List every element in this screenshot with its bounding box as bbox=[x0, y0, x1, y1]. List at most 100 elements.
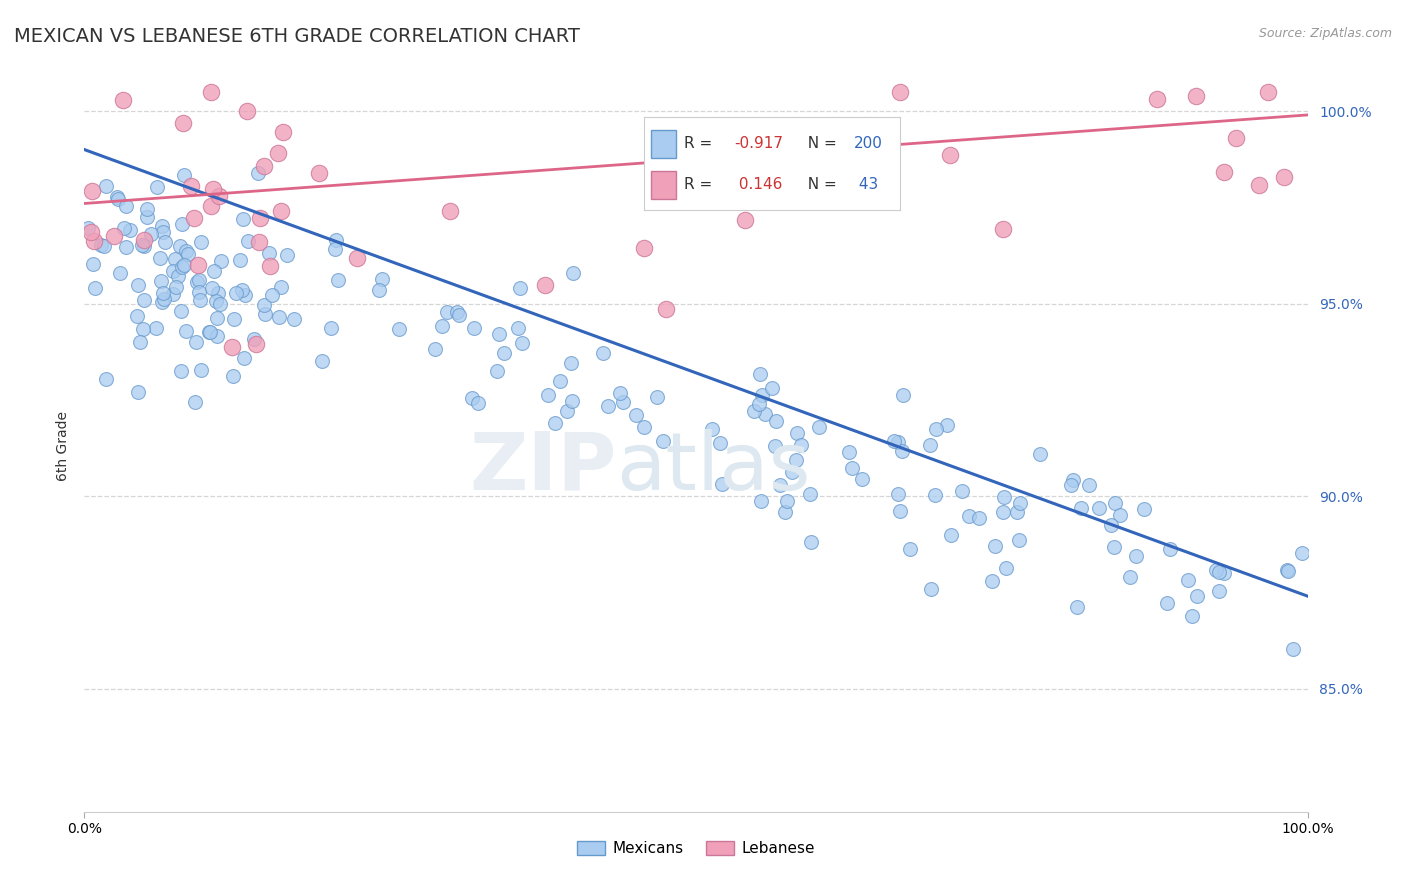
Point bbox=[174, 244, 197, 258]
Point bbox=[1291, 546, 1313, 560]
Point bbox=[633, 241, 655, 255]
Point bbox=[308, 166, 330, 180]
Point bbox=[259, 259, 281, 273]
Point bbox=[110, 266, 132, 280]
Point bbox=[170, 304, 193, 318]
Point bbox=[1277, 564, 1299, 578]
Point bbox=[127, 278, 149, 293]
Point bbox=[920, 438, 942, 452]
Point bbox=[388, 321, 411, 335]
Text: N =: N = bbox=[799, 177, 842, 192]
Point bbox=[249, 211, 271, 226]
Text: -0.917: -0.917 bbox=[734, 136, 783, 151]
Point bbox=[190, 363, 212, 377]
Point bbox=[165, 280, 187, 294]
Point bbox=[201, 281, 224, 295]
Point bbox=[254, 307, 277, 321]
Point bbox=[162, 264, 184, 278]
Point bbox=[749, 494, 772, 508]
Point bbox=[80, 225, 103, 239]
Point bbox=[898, 541, 921, 556]
Point bbox=[183, 211, 205, 225]
Point bbox=[229, 252, 252, 267]
Point bbox=[744, 403, 766, 417]
Point bbox=[152, 225, 174, 239]
Point bbox=[1205, 563, 1227, 577]
Point bbox=[1062, 473, 1084, 487]
Point bbox=[785, 453, 807, 467]
Point bbox=[446, 305, 468, 319]
Point bbox=[319, 320, 342, 334]
Point bbox=[253, 159, 276, 173]
Point bbox=[633, 419, 655, 434]
Point bbox=[924, 488, 946, 502]
Point bbox=[132, 239, 155, 253]
Point bbox=[146, 179, 169, 194]
Point bbox=[162, 286, 184, 301]
Point bbox=[1257, 85, 1279, 99]
Point bbox=[152, 219, 174, 233]
Point bbox=[808, 420, 831, 434]
Point bbox=[245, 336, 267, 351]
Point bbox=[463, 321, 485, 335]
Point bbox=[1159, 542, 1181, 557]
Point bbox=[1277, 563, 1299, 577]
Text: R =: R = bbox=[683, 136, 717, 151]
Point bbox=[645, 185, 668, 199]
Point bbox=[209, 254, 232, 268]
Point bbox=[170, 260, 193, 274]
Point bbox=[780, 465, 803, 479]
Point bbox=[651, 434, 673, 449]
Point bbox=[190, 235, 212, 249]
Point bbox=[883, 434, 905, 448]
Point bbox=[270, 203, 292, 218]
Point bbox=[1213, 566, 1236, 581]
Point bbox=[1177, 573, 1199, 587]
Point bbox=[1185, 88, 1208, 103]
FancyBboxPatch shape bbox=[651, 130, 676, 158]
Point bbox=[233, 288, 256, 302]
Point bbox=[115, 199, 138, 213]
Point bbox=[790, 438, 813, 452]
Point bbox=[132, 293, 155, 307]
Point bbox=[368, 283, 391, 297]
Point bbox=[592, 345, 614, 359]
Point bbox=[1102, 541, 1125, 555]
Point bbox=[467, 395, 489, 409]
Point bbox=[325, 233, 347, 247]
Point bbox=[748, 397, 770, 411]
Point bbox=[786, 426, 808, 441]
Point bbox=[270, 280, 292, 294]
Point bbox=[488, 326, 510, 341]
Point bbox=[891, 388, 914, 402]
Point bbox=[187, 272, 209, 286]
Point bbox=[624, 408, 647, 422]
Point bbox=[328, 273, 350, 287]
Point bbox=[125, 310, 148, 324]
Point bbox=[205, 293, 228, 308]
Point bbox=[995, 561, 1018, 575]
Point bbox=[242, 332, 264, 346]
Point bbox=[754, 408, 776, 422]
Point bbox=[257, 246, 280, 260]
Point bbox=[167, 269, 190, 284]
Point bbox=[939, 147, 962, 161]
Point bbox=[763, 439, 786, 453]
Point bbox=[221, 340, 243, 354]
Text: 43: 43 bbox=[855, 177, 879, 192]
Point bbox=[163, 252, 186, 267]
Point bbox=[1087, 501, 1109, 516]
Point bbox=[173, 169, 195, 183]
Point bbox=[205, 310, 228, 325]
Point bbox=[1078, 478, 1101, 492]
Point bbox=[700, 422, 723, 436]
Point bbox=[202, 264, 225, 278]
Point bbox=[231, 284, 253, 298]
Text: Source: ZipAtlas.com: Source: ZipAtlas.com bbox=[1258, 27, 1392, 40]
Point bbox=[232, 211, 254, 226]
Point bbox=[1181, 608, 1204, 623]
Point bbox=[200, 199, 222, 213]
Point bbox=[103, 228, 125, 243]
Point bbox=[991, 222, 1014, 236]
Point bbox=[170, 217, 193, 231]
